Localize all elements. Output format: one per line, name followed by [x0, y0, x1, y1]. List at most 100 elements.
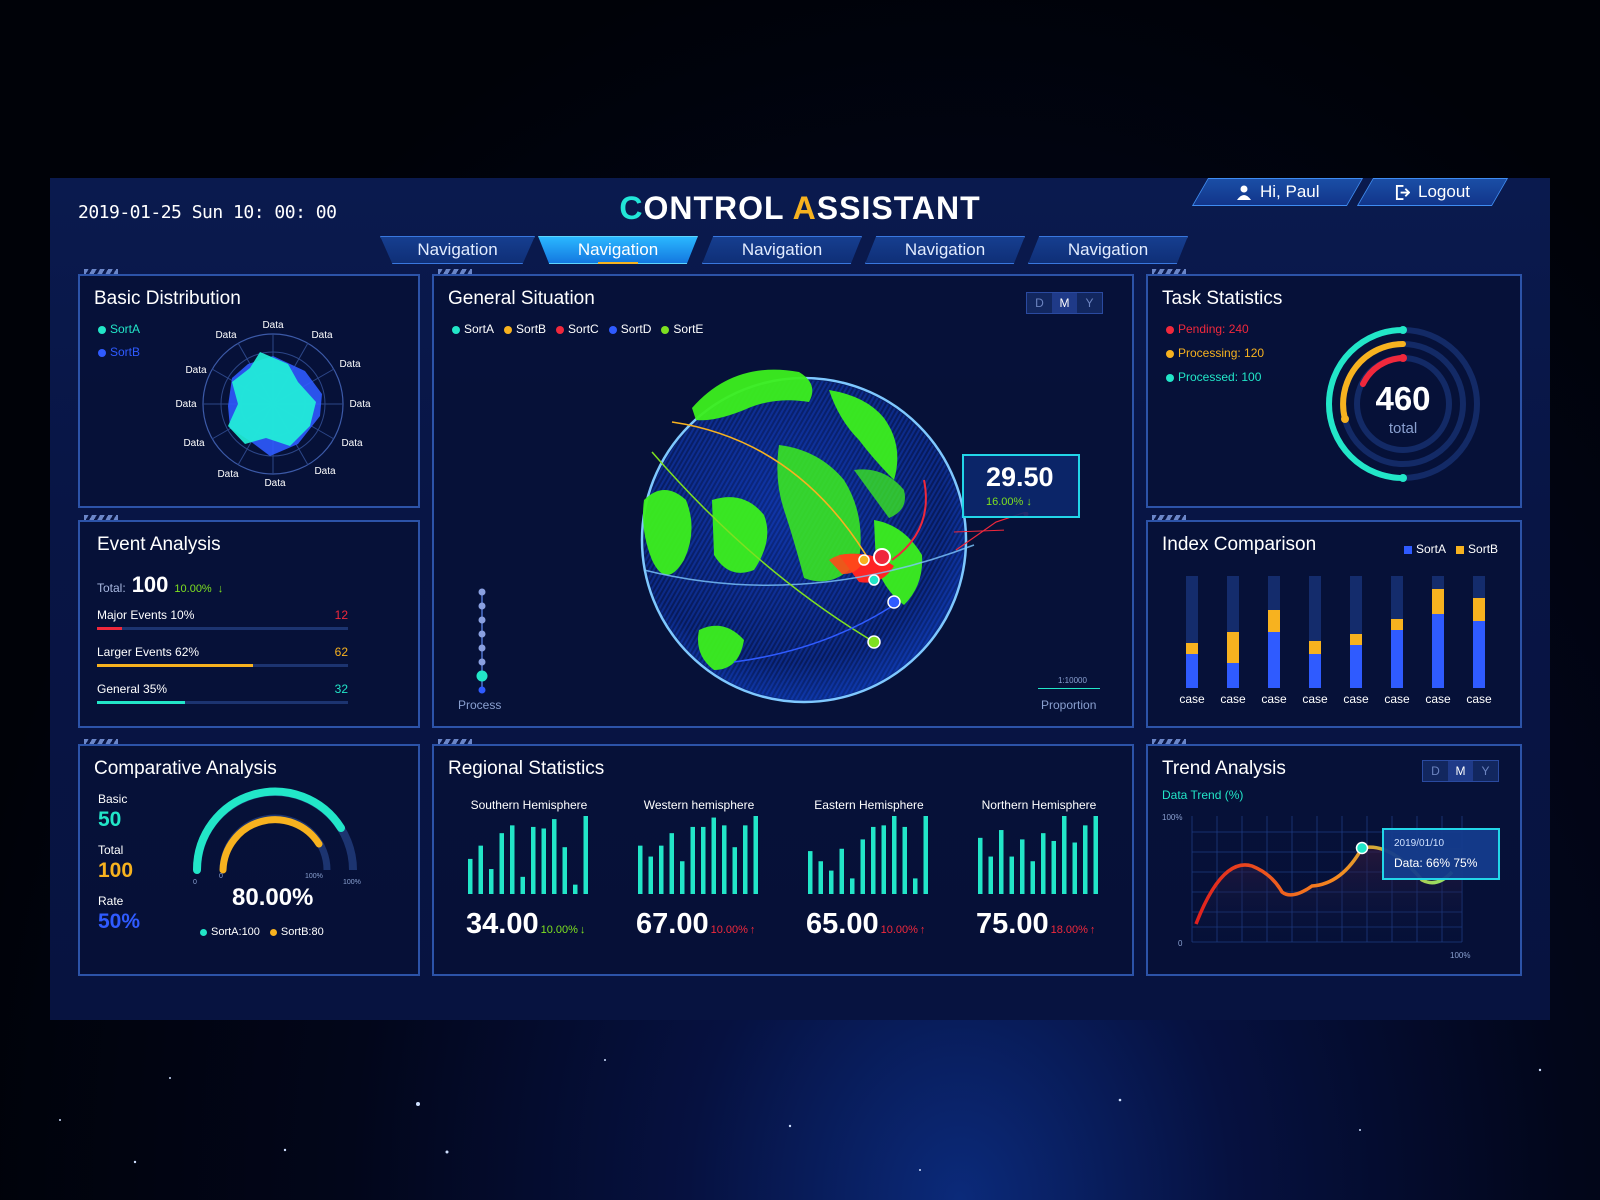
index-bar-track — [1473, 576, 1485, 688]
region-bar — [923, 816, 928, 894]
region-value-group: 34.00 10.00% ↓ — [466, 908, 585, 941]
gauge-outer-max: 100% — [343, 879, 361, 886]
region-bar — [913, 878, 918, 894]
total-value: 100 — [98, 859, 134, 882]
nav-item-1[interactable]: Navigation — [380, 236, 535, 264]
period-day[interactable]: D — [1035, 296, 1044, 310]
tooltip-value: Data: 66% 75% — [1394, 856, 1478, 870]
region-bar — [999, 830, 1004, 894]
basic-value: 50 — [98, 808, 122, 831]
arrow-up-icon: ↑ — [919, 924, 926, 936]
region-bar — [711, 817, 716, 894]
radar-label: Data — [349, 399, 371, 410]
region-bar — [648, 856, 653, 894]
index-bar-sorta — [1309, 654, 1321, 688]
index-bar-sortb — [1473, 598, 1485, 621]
index-bar-label: case — [1425, 692, 1451, 706]
nav-item-5[interactable]: Navigation — [1028, 236, 1188, 264]
region-bar — [1030, 861, 1035, 894]
radar-label: Data — [264, 478, 286, 489]
logout-button[interactable]: Logout — [1356, 178, 1509, 206]
event-progress-fill — [97, 627, 123, 630]
region-bar — [638, 845, 643, 894]
event-row-value: 32 — [334, 682, 348, 696]
event-progress-track — [97, 701, 348, 704]
period-day[interactable]: D — [1431, 764, 1440, 778]
gauge-value: 80.00% — [232, 884, 314, 911]
task-total-value: 460 — [1375, 380, 1431, 417]
region-bar — [680, 861, 685, 894]
user-icon — [1236, 185, 1251, 200]
process-slider[interactable] — [472, 588, 492, 694]
legend-sortd: SortD — [608, 322, 651, 336]
datetime: 2019-01-25 Sun 10: 00: 00 — [78, 202, 337, 223]
region-bar — [552, 819, 557, 894]
index-bar-track — [1309, 576, 1321, 688]
nav-item-3[interactable]: Navigation — [702, 236, 862, 264]
region-bar — [1093, 816, 1098, 894]
radar-label: Data — [175, 399, 197, 410]
region-value-group: 67.00 10.00% ↑ — [636, 908, 755, 941]
period-month[interactable]: M — [1448, 761, 1473, 781]
legend-sortc: SortC — [556, 322, 599, 336]
index-bar-label: case — [1179, 692, 1205, 706]
region-bar — [881, 825, 886, 894]
nav-item-2[interactable]: Navigation — [538, 236, 698, 264]
index-bar-sorta — [1350, 645, 1362, 688]
event-row-value: 12 — [334, 608, 348, 622]
index-bar-sorta — [1227, 663, 1239, 688]
region-bar — [732, 847, 737, 894]
period-year[interactable]: Y — [1085, 296, 1094, 310]
radar-label: Data — [314, 466, 336, 477]
legend-sorte: SortE — [661, 322, 703, 336]
index-bar-track — [1227, 576, 1239, 688]
region-bar — [743, 825, 748, 894]
panel-title: General Situation — [448, 288, 595, 309]
period-month[interactable]: M — [1052, 293, 1077, 313]
total-change: 10.00% — [174, 583, 212, 595]
region-bar — [701, 826, 706, 894]
page-title: CONTROL ASSISTANT — [619, 190, 981, 226]
region-bar — [520, 876, 525, 894]
panel-title: Task Statistics — [1162, 288, 1283, 309]
region-bar — [978, 837, 983, 894]
globe-callout: 29.50 16.00% ↓ — [962, 454, 1080, 518]
index-bar-sorta — [1268, 632, 1280, 688]
dashboard: 2019-01-25 Sun 10: 00: 00 CONTROL ASSIST… — [50, 178, 1550, 1020]
event-row-label: Larger Events 62% — [97, 645, 200, 659]
nav-item-4[interactable]: Navigation — [865, 236, 1025, 264]
region-bar — [1041, 833, 1046, 894]
region-bar — [1072, 842, 1077, 894]
gauge-outer-zero: 0 — [193, 879, 197, 886]
legend-sorta: SortA — [98, 322, 140, 336]
event-total: Total: 100 10.00% ↓ — [97, 572, 224, 597]
region-name: Northern Hemisphere — [981, 798, 1097, 812]
trend-analysis-panel: Trend Analysis D M Y Data Trend (%) — [1146, 739, 1522, 976]
arrow-up-icon: ↑ — [749, 924, 756, 936]
region-bar — [829, 870, 834, 894]
event-row-label: General 35% — [97, 682, 168, 696]
region-bar — [669, 833, 674, 894]
region-name: Eastern Hemisphere — [814, 798, 924, 812]
region-bar — [690, 826, 695, 894]
period-year[interactable]: Y — [1481, 764, 1490, 778]
event-progress-fill — [97, 664, 253, 667]
scale-bar — [1038, 688, 1100, 689]
panel-title: Trend Analysis — [1162, 758, 1286, 779]
gauge-inner-max: 100% — [305, 873, 323, 880]
event-progress-fill — [97, 701, 185, 704]
arrow-down-icon: ↓ — [579, 924, 586, 936]
region-value-group: 75.00 18.00% ↑ — [976, 908, 1095, 941]
trend-subtitle: Data Trend (%) — [1162, 788, 1244, 802]
callout-change: 16.00% ↓ — [986, 496, 1032, 508]
arrow-up-icon: ↑ — [1089, 924, 1096, 936]
regional-statistics-panel: Regional Statistics Southern Hemisphere 3… — [432, 739, 1134, 976]
radar-label: Data — [217, 469, 239, 480]
task-total-label: total — [1388, 420, 1418, 437]
rate-value: 50% — [98, 910, 141, 933]
index-bar-track — [1186, 576, 1198, 688]
event-progress-track — [97, 664, 348, 667]
region-bar — [541, 828, 546, 894]
globe[interactable] — [604, 350, 1004, 720]
user-button[interactable]: Hi, Paul — [1191, 178, 1364, 206]
